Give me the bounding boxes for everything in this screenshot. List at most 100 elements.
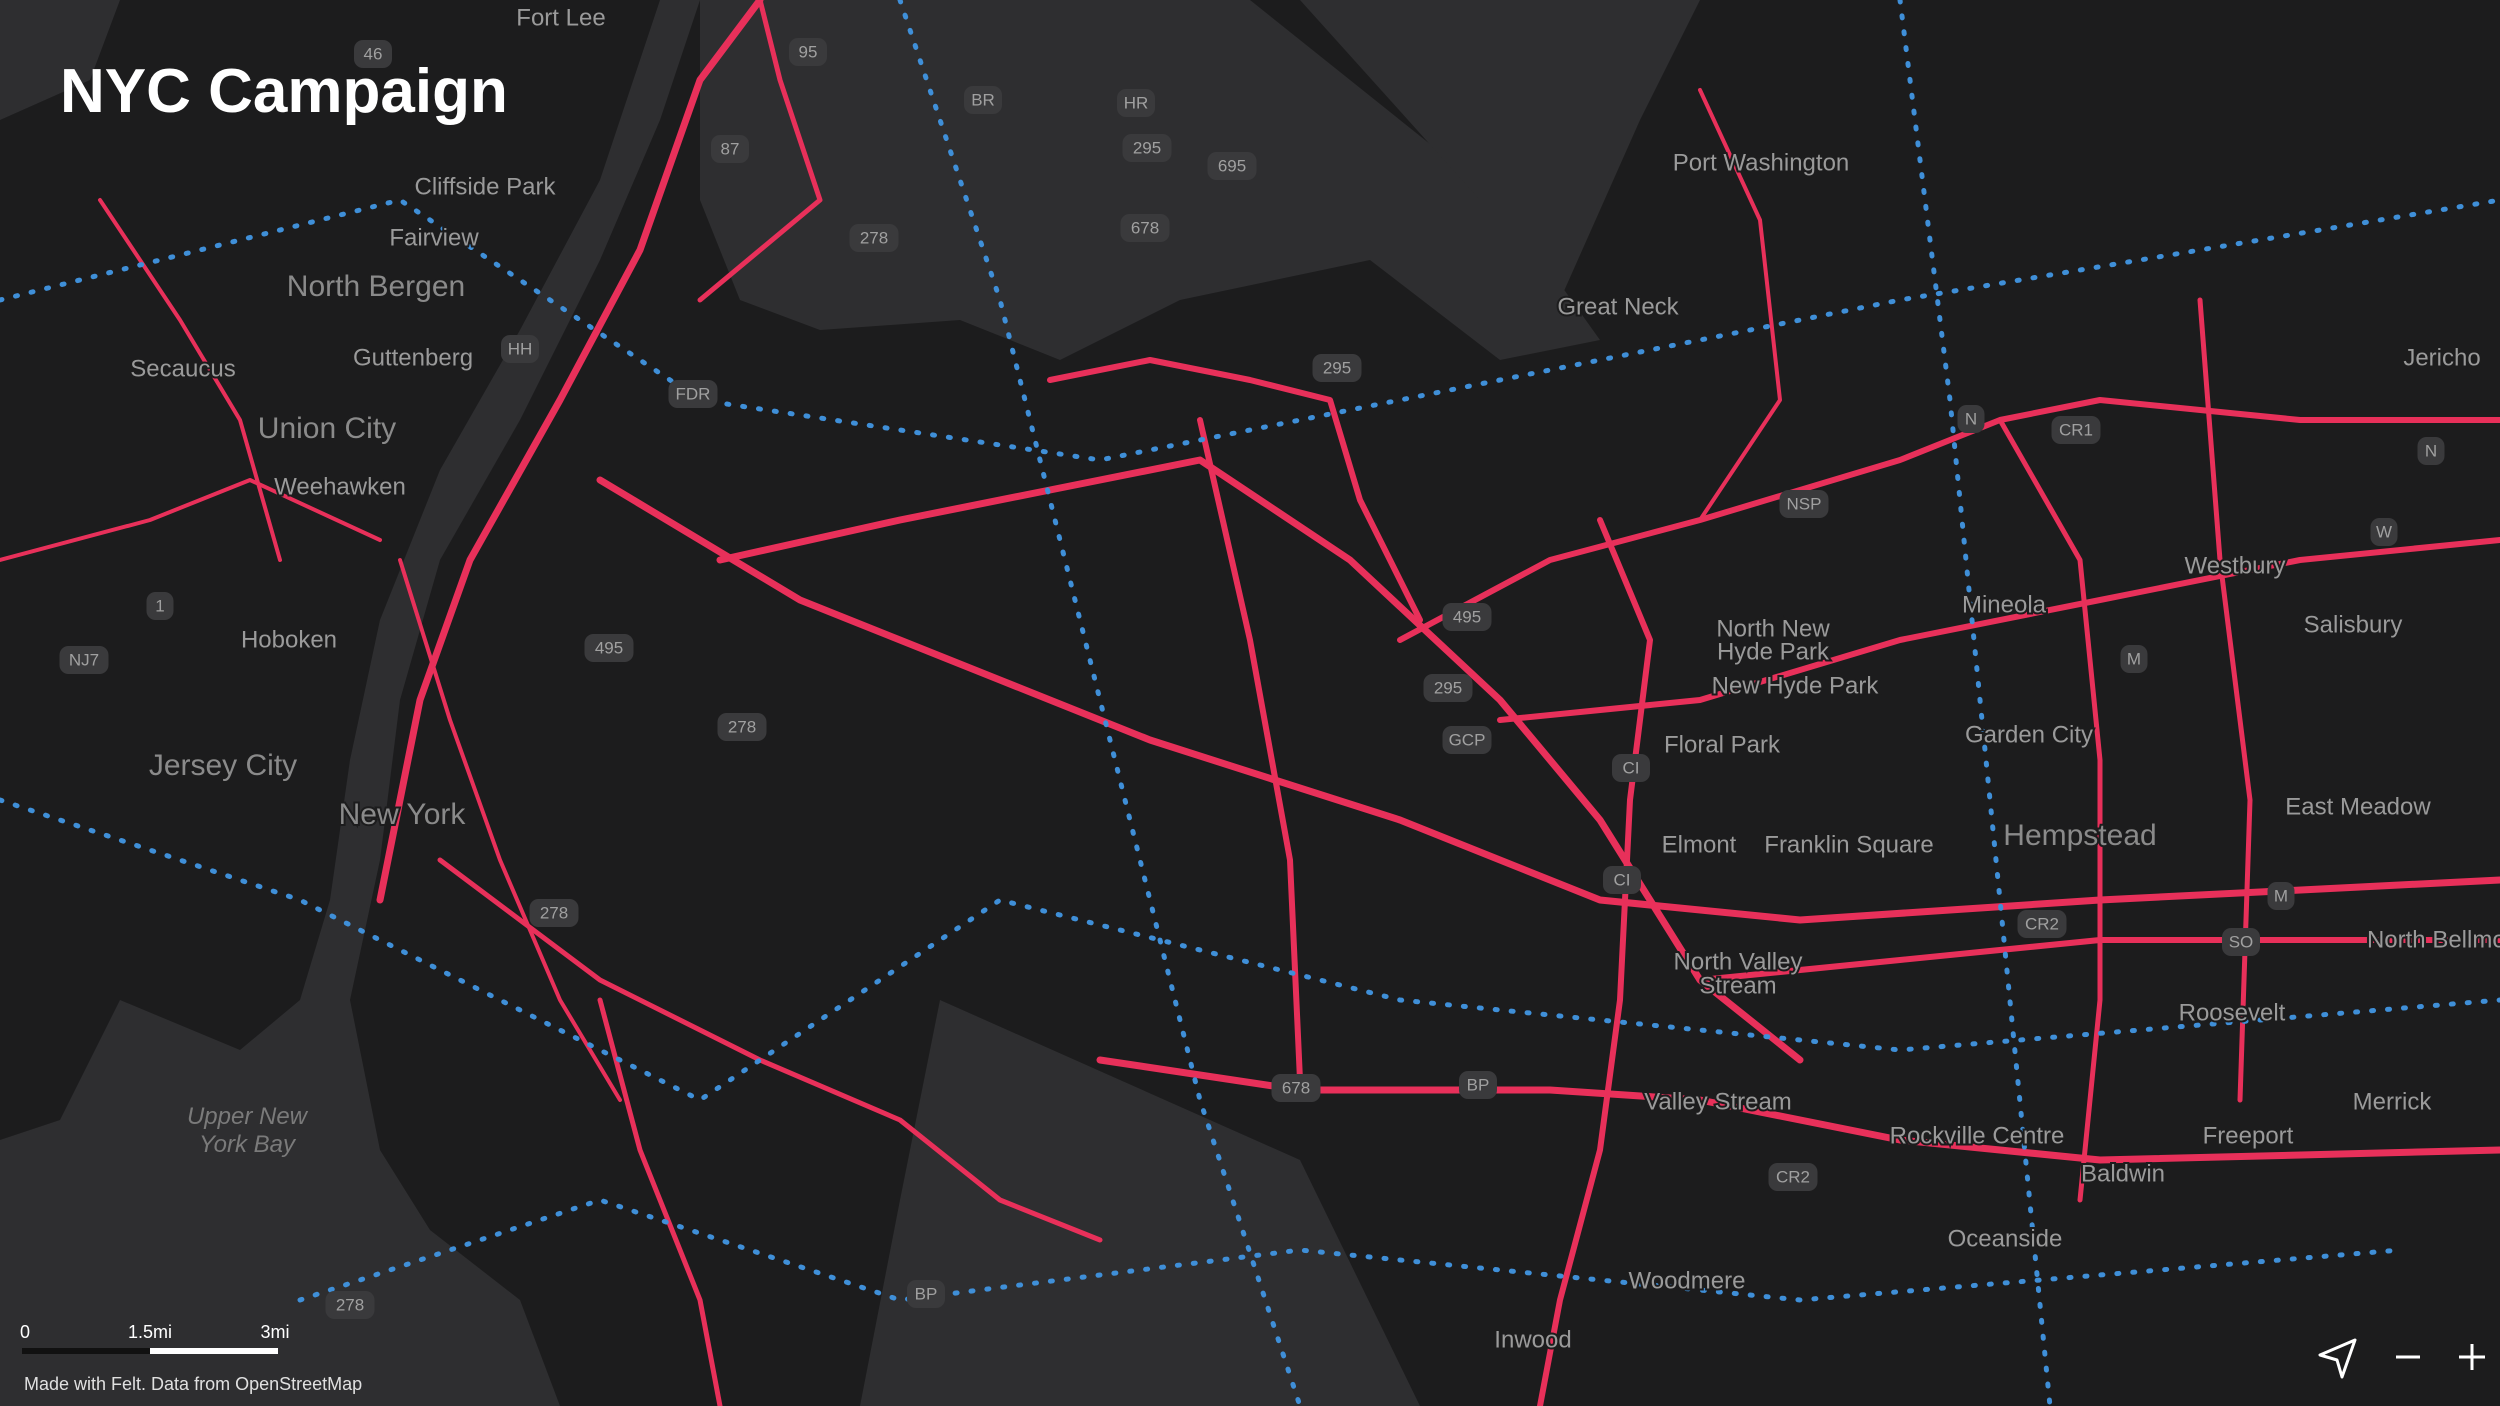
road-shield-label: 495 [1453,607,1481,626]
road-shield [146,592,174,620]
road-shield-label: W [2376,522,2392,541]
place-label: Rockville Centre [1890,1122,2065,1149]
road-shield-label: CR2 [2025,914,2059,933]
road-shield-label: M [2127,649,2141,668]
scale-segment [150,1348,278,1354]
place-label: Floral Park [1664,731,1781,758]
locate-hit[interactable] [2310,1330,2362,1382]
road-shield [1442,603,1492,631]
place-label: Oceanside [1948,1225,2063,1252]
road-shield [717,713,767,741]
road-shield [1117,89,1155,117]
place-label: Jericho [2403,344,2480,371]
road-shield-label: N [1965,409,1977,428]
place-label: Guttenberg [353,344,473,371]
road-shield-label: BP [1467,1075,1490,1094]
zoom-out-button[interactable] [2382,1330,2434,1382]
place-label: North Valley [1674,948,1803,975]
place-label: Hempstead [2003,819,2156,852]
road-shield-label: 678 [1282,1078,1310,1097]
place-label: East Meadow [2285,793,2431,820]
road-shield-label: 278 [336,1295,364,1314]
road-shield-label: CR1 [2059,420,2093,439]
road-shield-label: 278 [540,903,568,922]
road-shields: 95 BR HR 87 295 695 678 278 HH FDR 295 495 278 495 295… [59,38,2445,1319]
road-shield-label: 87 [721,139,740,158]
zoom-in-button[interactable] [2446,1330,2498,1382]
road-shield [59,646,109,674]
road-shield [789,38,827,66]
road-shield [325,1291,375,1319]
place-label: Baldwin [2081,1160,2165,1187]
road-shield-label: SO [2229,932,2254,951]
scale-label: 3mi [260,1322,289,1342]
road-shield [1768,1163,1818,1191]
road-shield-label: 1 [155,596,164,615]
road-shield [907,1280,945,1308]
road-shield [501,335,539,363]
place-label: Roosevelt [2179,999,2286,1026]
map-title: NYC Campaign [60,57,508,126]
road-shield [711,135,749,163]
road-shield-label: 295 [1323,358,1351,377]
road-shield [2417,437,2445,465]
road-shield [1122,134,1172,162]
place-label: North New [1716,615,1830,642]
locate-icon [2318,1338,2357,1379]
road-shield [2267,882,2295,910]
road-shield [529,899,579,927]
place-label: New York [339,798,467,831]
road-shield-label: 278 [728,717,756,736]
place-label: Port Washington [1673,149,1850,176]
road-shield [2370,518,2398,546]
road-shield-label: 695 [1218,156,1246,175]
road-shield [1603,866,1641,894]
place-label: Fort Lee [516,4,605,31]
place-label: Salisbury [2304,611,2403,638]
road-shield-label: M [2274,886,2288,905]
road-shield-label: BP [915,1284,938,1303]
road-shield-label: HR [1124,93,1149,112]
scale-label: 0 [20,1322,30,1342]
road-shield [1423,674,1473,702]
road-shield-label: BR [971,90,995,109]
road-shield [2017,910,2067,938]
road-shield [1271,1074,1321,1102]
place-label: Secaucus [130,355,235,382]
place-label: Hoboken [241,626,337,653]
road-shield [354,40,392,68]
attribution: Made with Felt. Data from OpenStreetMap [24,1374,362,1394]
road-shield-label: 295 [1434,678,1462,697]
locate-button[interactable] [2310,1330,2362,1382]
place-label: Freeport [2203,1122,2294,1149]
place-label: Cliffside Park [415,173,557,200]
road-shield [1612,754,1650,782]
road-shield [1957,405,1985,433]
road-shield-label: CI [1614,870,1631,889]
road-shield [2120,645,2148,673]
plus-icon [2459,1344,2485,1370]
place-label: Merrick [2353,1088,2433,1115]
scale-segment [22,1348,150,1354]
road-shield-label: 678 [1131,218,1159,237]
place-label: Garden City [1965,721,2093,748]
road-shield-label: NJ7 [69,650,99,669]
road-shield-label: FDR [676,384,711,403]
road-shield [1779,490,1829,518]
road-shield-label: 95 [799,42,818,61]
place-label: Woodmere [1629,1267,1746,1294]
place-label: New Hyde Park [1712,672,1880,699]
place-label: Weehawken [274,473,406,500]
road-shield-label: 278 [860,228,888,247]
scale-bar: 0 1.5mi 3mi [20,1322,290,1354]
place-label: Union City [258,412,396,445]
place-label: Fairview [389,224,479,251]
road-shield-label: HH [508,339,533,358]
road-shield-label: 46 [364,44,383,63]
road-shield [849,224,899,252]
place-label: North Bergen [287,270,465,303]
road-shield [668,380,718,408]
road-shield-label: 295 [1133,138,1161,157]
place-label: Franklin Square [1764,831,1933,858]
